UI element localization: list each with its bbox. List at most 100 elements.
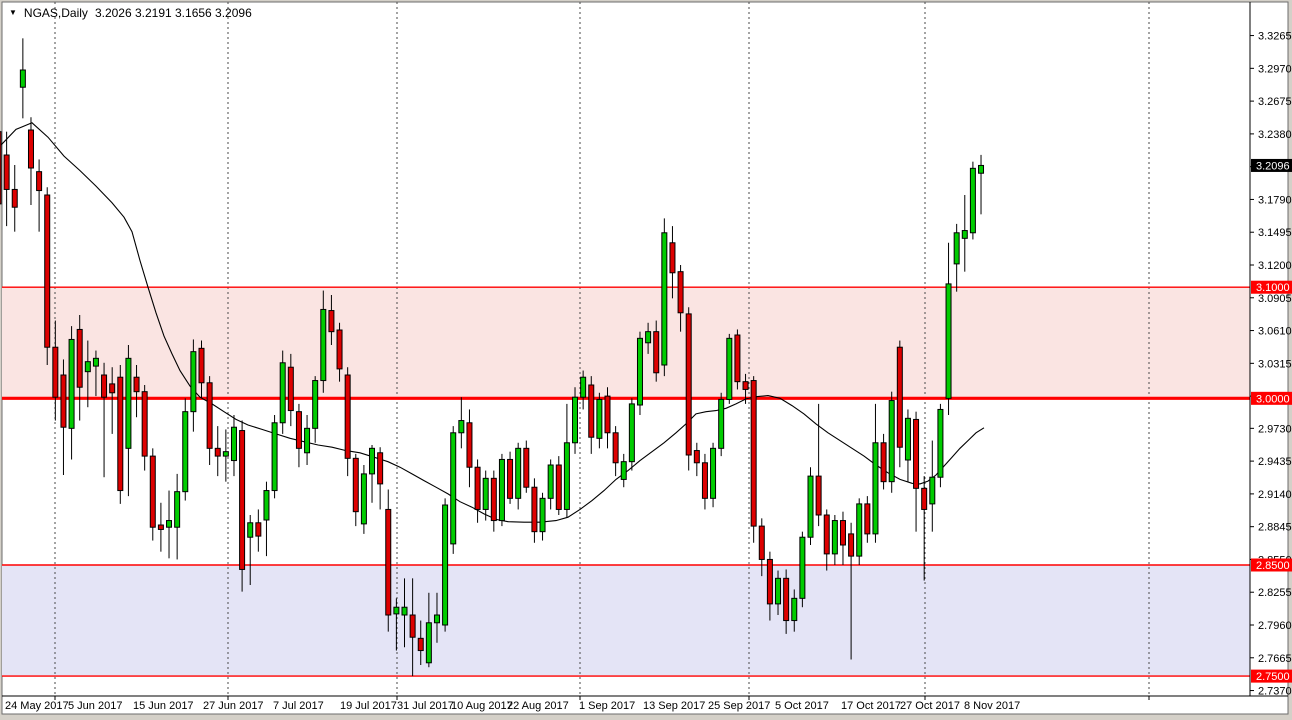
candle-bearish [377, 452, 384, 485]
level-price-tag [1251, 280, 1292, 294]
date-label: 1 Sep 2017 [579, 700, 635, 712]
candle-bullish [369, 447, 376, 475]
price-tick-label: 2.9730 [1258, 423, 1292, 435]
candle-bearish [604, 395, 611, 434]
candle-bullish [279, 362, 286, 424]
candle-bullish [726, 337, 733, 400]
candle-bullish [969, 167, 976, 234]
candle-bullish [937, 408, 944, 478]
candle-bearish [101, 374, 108, 398]
candle-bullish [401, 606, 408, 616]
candle-bearish [344, 374, 351, 459]
candle-bearish [523, 447, 530, 488]
level-price-tag [1251, 669, 1292, 683]
price-tick-label: 3.1200 [1258, 260, 1292, 272]
candle-bearish [864, 503, 871, 535]
price-tick-label: 3.3265 [1258, 31, 1292, 43]
candle-bullish [498, 458, 505, 522]
candle-bearish [336, 329, 343, 370]
candle-bullish [515, 447, 522, 499]
date-label: 15 Jun 2017 [133, 700, 194, 712]
candle-bearish [214, 447, 221, 457]
candle-bullish [580, 376, 587, 398]
candle-bearish [490, 477, 497, 522]
ohlc-values: 3.2026 3.2191 3.1656 3.2096 [94, 6, 252, 20]
candle-bearish [742, 381, 749, 390]
support-resistance-band [2, 287, 1250, 399]
candle-bearish [466, 422, 473, 468]
candle-bullish [190, 351, 197, 413]
candle-bullish [304, 427, 311, 454]
candle-bullish [450, 432, 457, 545]
candle-bearish [531, 486, 538, 533]
candle-bearish [701, 462, 708, 499]
candle-bearish [295, 411, 302, 449]
candle-bearish [913, 418, 920, 489]
candle-bearish [750, 380, 757, 527]
level-price-tag [1251, 558, 1292, 572]
candle-bearish [823, 514, 830, 555]
date-label: 24 May 2017 [5, 700, 69, 712]
symbol-timeframe-label: NGAS,Daily [23, 6, 88, 20]
candle-bearish [848, 533, 855, 557]
candle-bullish [92, 357, 99, 367]
candle-bullish [904, 417, 911, 461]
candle-bearish [44, 194, 51, 348]
level-price-tag [1251, 391, 1292, 405]
candle-bearish [385, 508, 392, 616]
candle-bullish [230, 426, 237, 462]
price-tick-label: 3.1790 [1258, 194, 1292, 206]
date-label: 27 Jun 2017 [203, 700, 264, 712]
candle-bullish [125, 357, 132, 449]
candle-bullish [775, 577, 782, 605]
level-price-tag-label: 3.1000 [1256, 282, 1290, 294]
candle-bullish [953, 232, 960, 265]
candle-bullish [628, 403, 635, 463]
price-tick-label: 3.0905 [1258, 293, 1292, 305]
candle-bearish [11, 188, 18, 208]
candle-bearish [352, 457, 359, 513]
symbol-dropdown-icon[interactable]: ▼ [9, 8, 17, 17]
price-tick-label: 3.0315 [1258, 358, 1292, 370]
candle-bullish [425, 622, 432, 664]
candle-bearish [653, 331, 660, 374]
candle-bearish [507, 458, 514, 499]
chart-title: ▼ NGAS,Daily 3.2026 3.2191 3.1656 3.2096 [9, 5, 252, 21]
candle-bullish [433, 614, 440, 624]
candle-bullish [182, 411, 189, 493]
candle-bearish [141, 391, 148, 457]
candle-bearish [783, 577, 790, 622]
candle-bearish [693, 450, 700, 464]
price-tick-label: 2.8255 [1258, 587, 1292, 599]
candle-bullish [458, 420, 465, 434]
candle-bearish [149, 455, 156, 528]
candle-bullish [596, 398, 603, 439]
candle-bearish [758, 525, 765, 560]
candle-bearish [815, 475, 822, 516]
candle-bearish [328, 310, 335, 333]
candle-bullish [263, 490, 270, 521]
candle-bullish [645, 331, 652, 344]
current-price-tag [1251, 158, 1292, 172]
candle-bullish [271, 422, 278, 492]
candle-bearish [555, 464, 562, 510]
date-label: 7 Jul 2017 [273, 700, 324, 712]
support-resistance-band [2, 565, 1250, 677]
candle-bearish [685, 313, 692, 456]
price-tick-label: 2.8845 [1258, 522, 1292, 534]
candle-bullish [620, 461, 627, 480]
candle-bearish [117, 376, 124, 492]
date-label: 22 Aug 2017 [507, 700, 569, 712]
candle-bullish [393, 606, 400, 615]
candle-bearish [133, 376, 140, 393]
level-price-tag-label: 2.8500 [1256, 560, 1290, 572]
candle-bearish [409, 614, 416, 638]
price-tick-label: 3.1495 [1258, 227, 1292, 239]
candle-bullish [978, 164, 985, 174]
candle-bullish [547, 464, 554, 499]
date-label: 31 Jul 2017 [397, 700, 454, 712]
candle-bullish [856, 503, 863, 557]
candle-bearish [36, 171, 43, 192]
